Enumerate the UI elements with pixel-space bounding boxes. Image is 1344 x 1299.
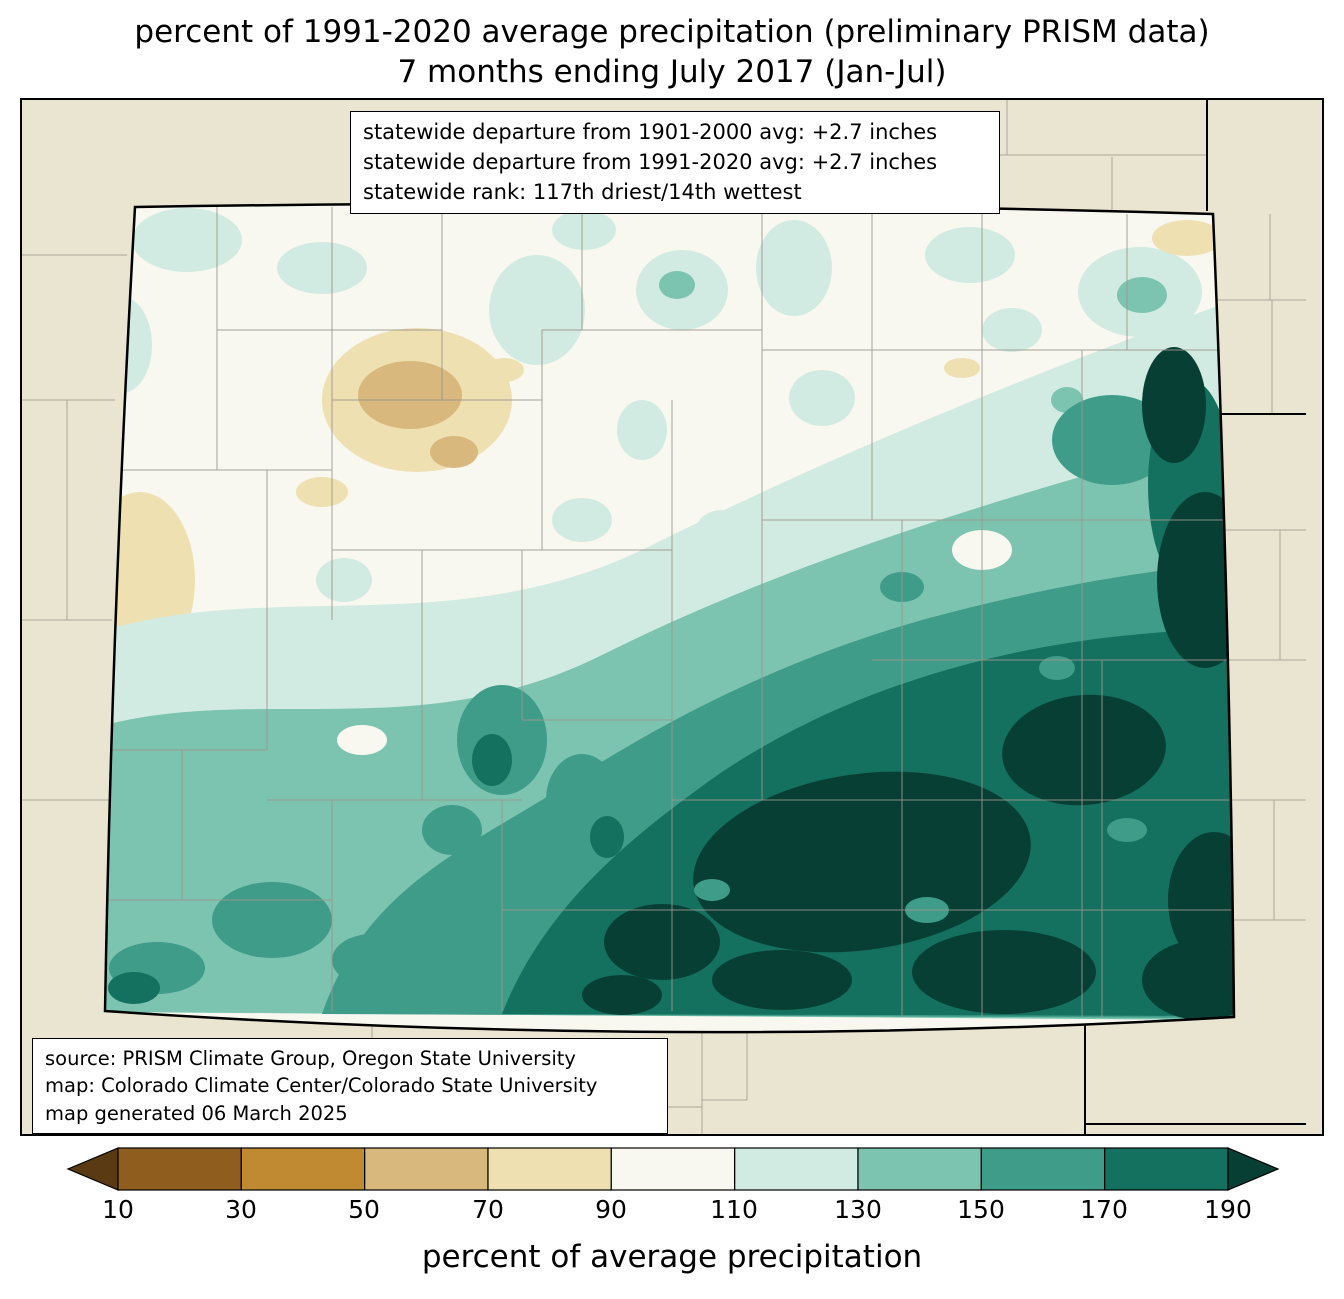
colorbar-tick-50: 50 bbox=[348, 1195, 380, 1224]
source-line: source: PRISM Climate Group, Oregon Stat… bbox=[45, 1047, 576, 1070]
colorbar-axis-label: percent of average precipitation bbox=[421, 1239, 923, 1275]
colorbar: 10 30 50 70 90 110 130 150 170 190 perce… bbox=[0, 1145, 1344, 1299]
stats-departure-1901: statewide departure from 1901-2000 avg: … bbox=[363, 120, 938, 144]
colorbar-segment bbox=[1104, 1147, 1229, 1191]
colorbar-segment bbox=[610, 1147, 736, 1191]
colorbar-segment bbox=[734, 1147, 859, 1191]
colorbar-segment bbox=[487, 1147, 612, 1191]
colorbar-tick-150: 150 bbox=[957, 1195, 1005, 1224]
stats-rank: statewide rank: 117th driest/14th wettes… bbox=[363, 179, 802, 204]
colorbar-tick-10: 10 bbox=[102, 1195, 134, 1224]
colorbar-under-arrow bbox=[66, 1147, 119, 1191]
colorbar-tick-30: 30 bbox=[225, 1195, 257, 1224]
precipitation-fill-layers bbox=[105, 203, 1234, 1033]
colorbar-tick-90: 90 bbox=[595, 1195, 627, 1224]
colorbar-segment bbox=[364, 1147, 489, 1191]
title-line-2: 7 months ending July 2017 (Jan-Jul) bbox=[397, 54, 947, 91]
colorbar-tick-110: 110 bbox=[710, 1195, 758, 1224]
map-credit-line: map: Colorado Climate Center/Colorado St… bbox=[45, 1074, 598, 1098]
generated-date-line: map generated 06 March 2025 bbox=[45, 1101, 348, 1125]
colorbar-segment bbox=[117, 1147, 242, 1191]
colorbar-tick-130: 130 bbox=[834, 1195, 882, 1224]
colorado-precipitation-map bbox=[22, 100, 1306, 1134]
colorbar-scale bbox=[66, 1147, 1280, 1191]
stats-box: statewide departure from 1901-2000 avg: … bbox=[350, 111, 1000, 215]
colorado-county-lines bbox=[105, 207, 1234, 1017]
source-box: source: PRISM Climate Group, Oregon Stat… bbox=[32, 1038, 668, 1134]
colorbar-tick-190: 190 bbox=[1204, 1195, 1252, 1224]
colorbar-segment bbox=[857, 1147, 982, 1191]
tan-dry-cores bbox=[358, 361, 478, 468]
neighbor-state-borders bbox=[1084, 100, 1306, 1134]
colorbar-tick-170: 170 bbox=[1080, 1195, 1128, 1224]
colorbar-segment bbox=[240, 1147, 366, 1191]
map-axes: statewide departure from 1901-2000 avg: … bbox=[20, 98, 1324, 1136]
title-line-1: percent of 1991-2020 average precipitati… bbox=[134, 14, 1210, 50]
colorbar-over-arrow bbox=[1227, 1147, 1280, 1191]
colorbar-segment bbox=[980, 1147, 1106, 1191]
stats-departure-1991: statewide departure from 1991-2020 avg: … bbox=[363, 149, 938, 174]
colorbar-tick-70: 70 bbox=[472, 1195, 504, 1224]
figure-title: percent of 1991-2020 average precipitati… bbox=[0, 12, 1344, 93]
